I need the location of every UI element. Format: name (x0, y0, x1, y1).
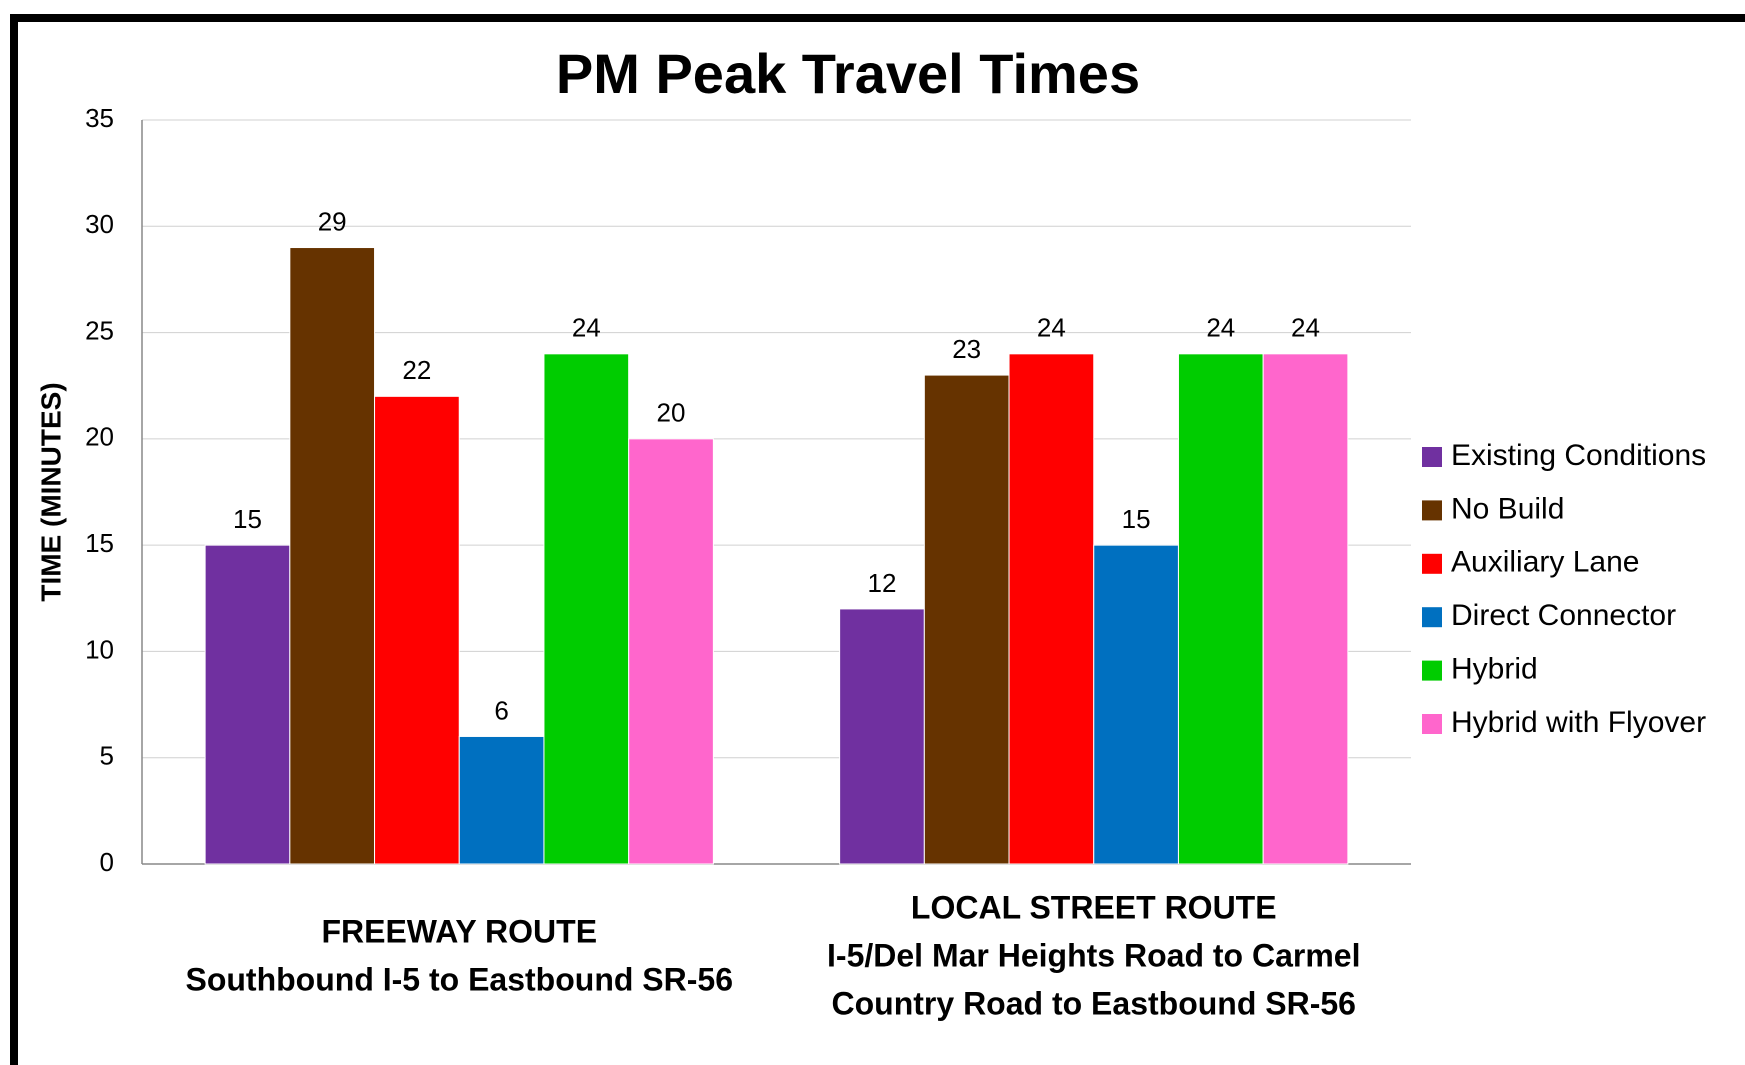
value-label: 15 (1122, 504, 1151, 534)
legend-label: Direct Connector (1451, 599, 1676, 632)
value-label: 23 (952, 334, 981, 364)
legend-swatch (1422, 553, 1442, 574)
frame (10, 14, 1745, 1065)
bar (839, 608, 925, 865)
y-tick-label: 10 (85, 634, 114, 664)
legend-label: Hybrid (1451, 653, 1538, 686)
value-label: 24 (1037, 313, 1066, 343)
legend-swatch (1422, 500, 1442, 521)
legend-label: Existing Conditions (1451, 439, 1706, 472)
y-tick-label: 5 (100, 741, 114, 771)
y-tick-label: 20 (85, 422, 114, 452)
legend-swatch (1422, 447, 1442, 467)
legend-swatch (1422, 660, 1442, 681)
x-tick-label: FREEWAY ROUTE (321, 913, 597, 949)
value-label: 12 (868, 568, 897, 598)
chart-title: PM Peak Travel Times (556, 42, 1140, 105)
x-tick-label: I-5/Del Mar Heights Road to Carmel (827, 937, 1360, 973)
x-tick-label: Country Road to Eastbound SR-56 (832, 985, 1356, 1021)
bar (1262, 353, 1349, 865)
value-label: 24 (1206, 313, 1235, 343)
value-label: 20 (657, 398, 686, 428)
bar (1177, 353, 1264, 865)
y-tick-label: 0 (100, 847, 114, 877)
legend-label: Hybrid with Flyover (1451, 706, 1706, 739)
legend-swatch (1422, 714, 1442, 734)
y-tick-label: 30 (85, 209, 114, 239)
bar (374, 395, 460, 865)
bar (458, 735, 545, 865)
x-tick-label: LOCAL STREET ROUTE (911, 889, 1277, 925)
value-label: 6 (494, 695, 508, 725)
value-label: 22 (402, 355, 431, 385)
y-tick-label: 35 (85, 103, 114, 133)
bar (1008, 353, 1095, 865)
value-label: 29 (318, 206, 347, 236)
value-label: 24 (1291, 313, 1320, 343)
y-axis-label: TIME (MINUTES) (35, 382, 66, 601)
legend-label: Auxiliary Lane (1451, 546, 1639, 579)
bar (1093, 544, 1179, 865)
bar (289, 247, 376, 865)
bar (923, 374, 1010, 865)
bar (543, 353, 630, 865)
legend-label: No Build (1451, 492, 1564, 525)
x-tick-label: Southbound I-5 to Eastbound SR-56 (185, 961, 733, 997)
bar (204, 544, 291, 865)
legend-swatch (1422, 607, 1442, 628)
value-label: 24 (572, 313, 601, 343)
y-tick-label: 25 (85, 315, 114, 345)
y-tick-label: 15 (85, 528, 114, 558)
value-label: 15 (233, 504, 262, 534)
bar (628, 438, 714, 865)
